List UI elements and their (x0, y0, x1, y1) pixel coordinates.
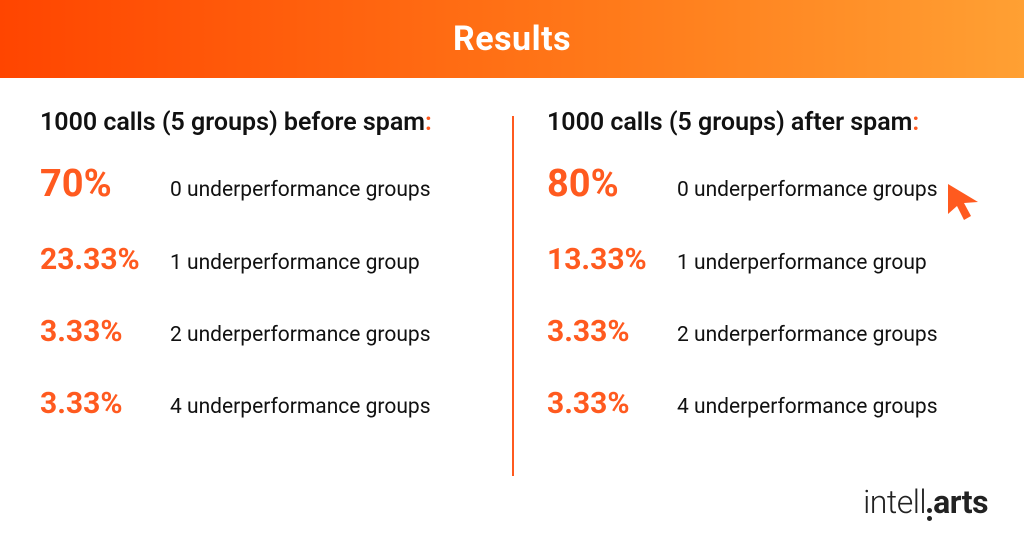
table-row: 23.33% 1 underperformance group (40, 245, 477, 275)
row-desc: 0 underperformance groups (677, 178, 938, 202)
left-column-title: 1000 calls (5 groups) before spam: (40, 108, 477, 137)
row-desc: 4 underperformance groups (677, 395, 938, 419)
row-desc: 1 underperformance group (170, 251, 420, 275)
table-row: 3.33% 2 underperformance groups (40, 317, 477, 347)
row-desc: 4 underperformance groups (170, 395, 431, 419)
logo-dots-icon (927, 506, 932, 522)
pct-value: 70% (40, 165, 170, 203)
right-title-text: 1000 calls (5 groups) after spam (547, 108, 912, 137)
table-row: 3.33% 4 underperformance groups (40, 389, 477, 419)
right-column-title: 1000 calls (5 groups) after spam: (547, 108, 984, 137)
pct-value: 23.33% (40, 245, 170, 275)
table-row: 13.33% 1 underperformance group (547, 245, 984, 275)
brand-logo: intell arts (863, 483, 988, 525)
right-column: 1000 calls (5 groups) after spam: 80% 0 … (507, 108, 984, 461)
pct-value: 3.33% (547, 389, 677, 419)
cursor-icon (944, 180, 990, 230)
logo-part1: intell (863, 483, 926, 521)
right-title-colon: : (912, 108, 919, 137)
pct-value: 3.33% (40, 317, 170, 347)
table-row: 3.33% 2 underperformance groups (547, 317, 984, 347)
left-column: 1000 calls (5 groups) before spam: 70% 0… (40, 108, 507, 461)
row-desc: 1 underperformance group (677, 251, 927, 275)
table-row: 3.33% 4 underperformance groups (547, 389, 984, 419)
header-title: Results (453, 19, 571, 59)
left-title-colon: : (425, 108, 432, 137)
row-desc: 2 underperformance groups (170, 323, 431, 347)
row-desc: 2 underperformance groups (677, 323, 938, 347)
left-title-text: 1000 calls (5 groups) before spam (40, 108, 425, 137)
pct-value: 3.33% (40, 389, 170, 419)
pct-value: 13.33% (547, 245, 677, 275)
header-banner: Results (0, 0, 1024, 78)
row-desc: 0 underperformance groups (170, 178, 431, 202)
content-area: 1000 calls (5 groups) before spam: 70% 0… (0, 78, 1024, 461)
pct-value: 3.33% (547, 317, 677, 347)
pct-value: 80% (547, 165, 677, 203)
table-row: 70% 0 underperformance groups (40, 165, 477, 203)
logo-part2: arts (933, 483, 988, 521)
table-row: 80% 0 underperformance groups (547, 165, 984, 203)
